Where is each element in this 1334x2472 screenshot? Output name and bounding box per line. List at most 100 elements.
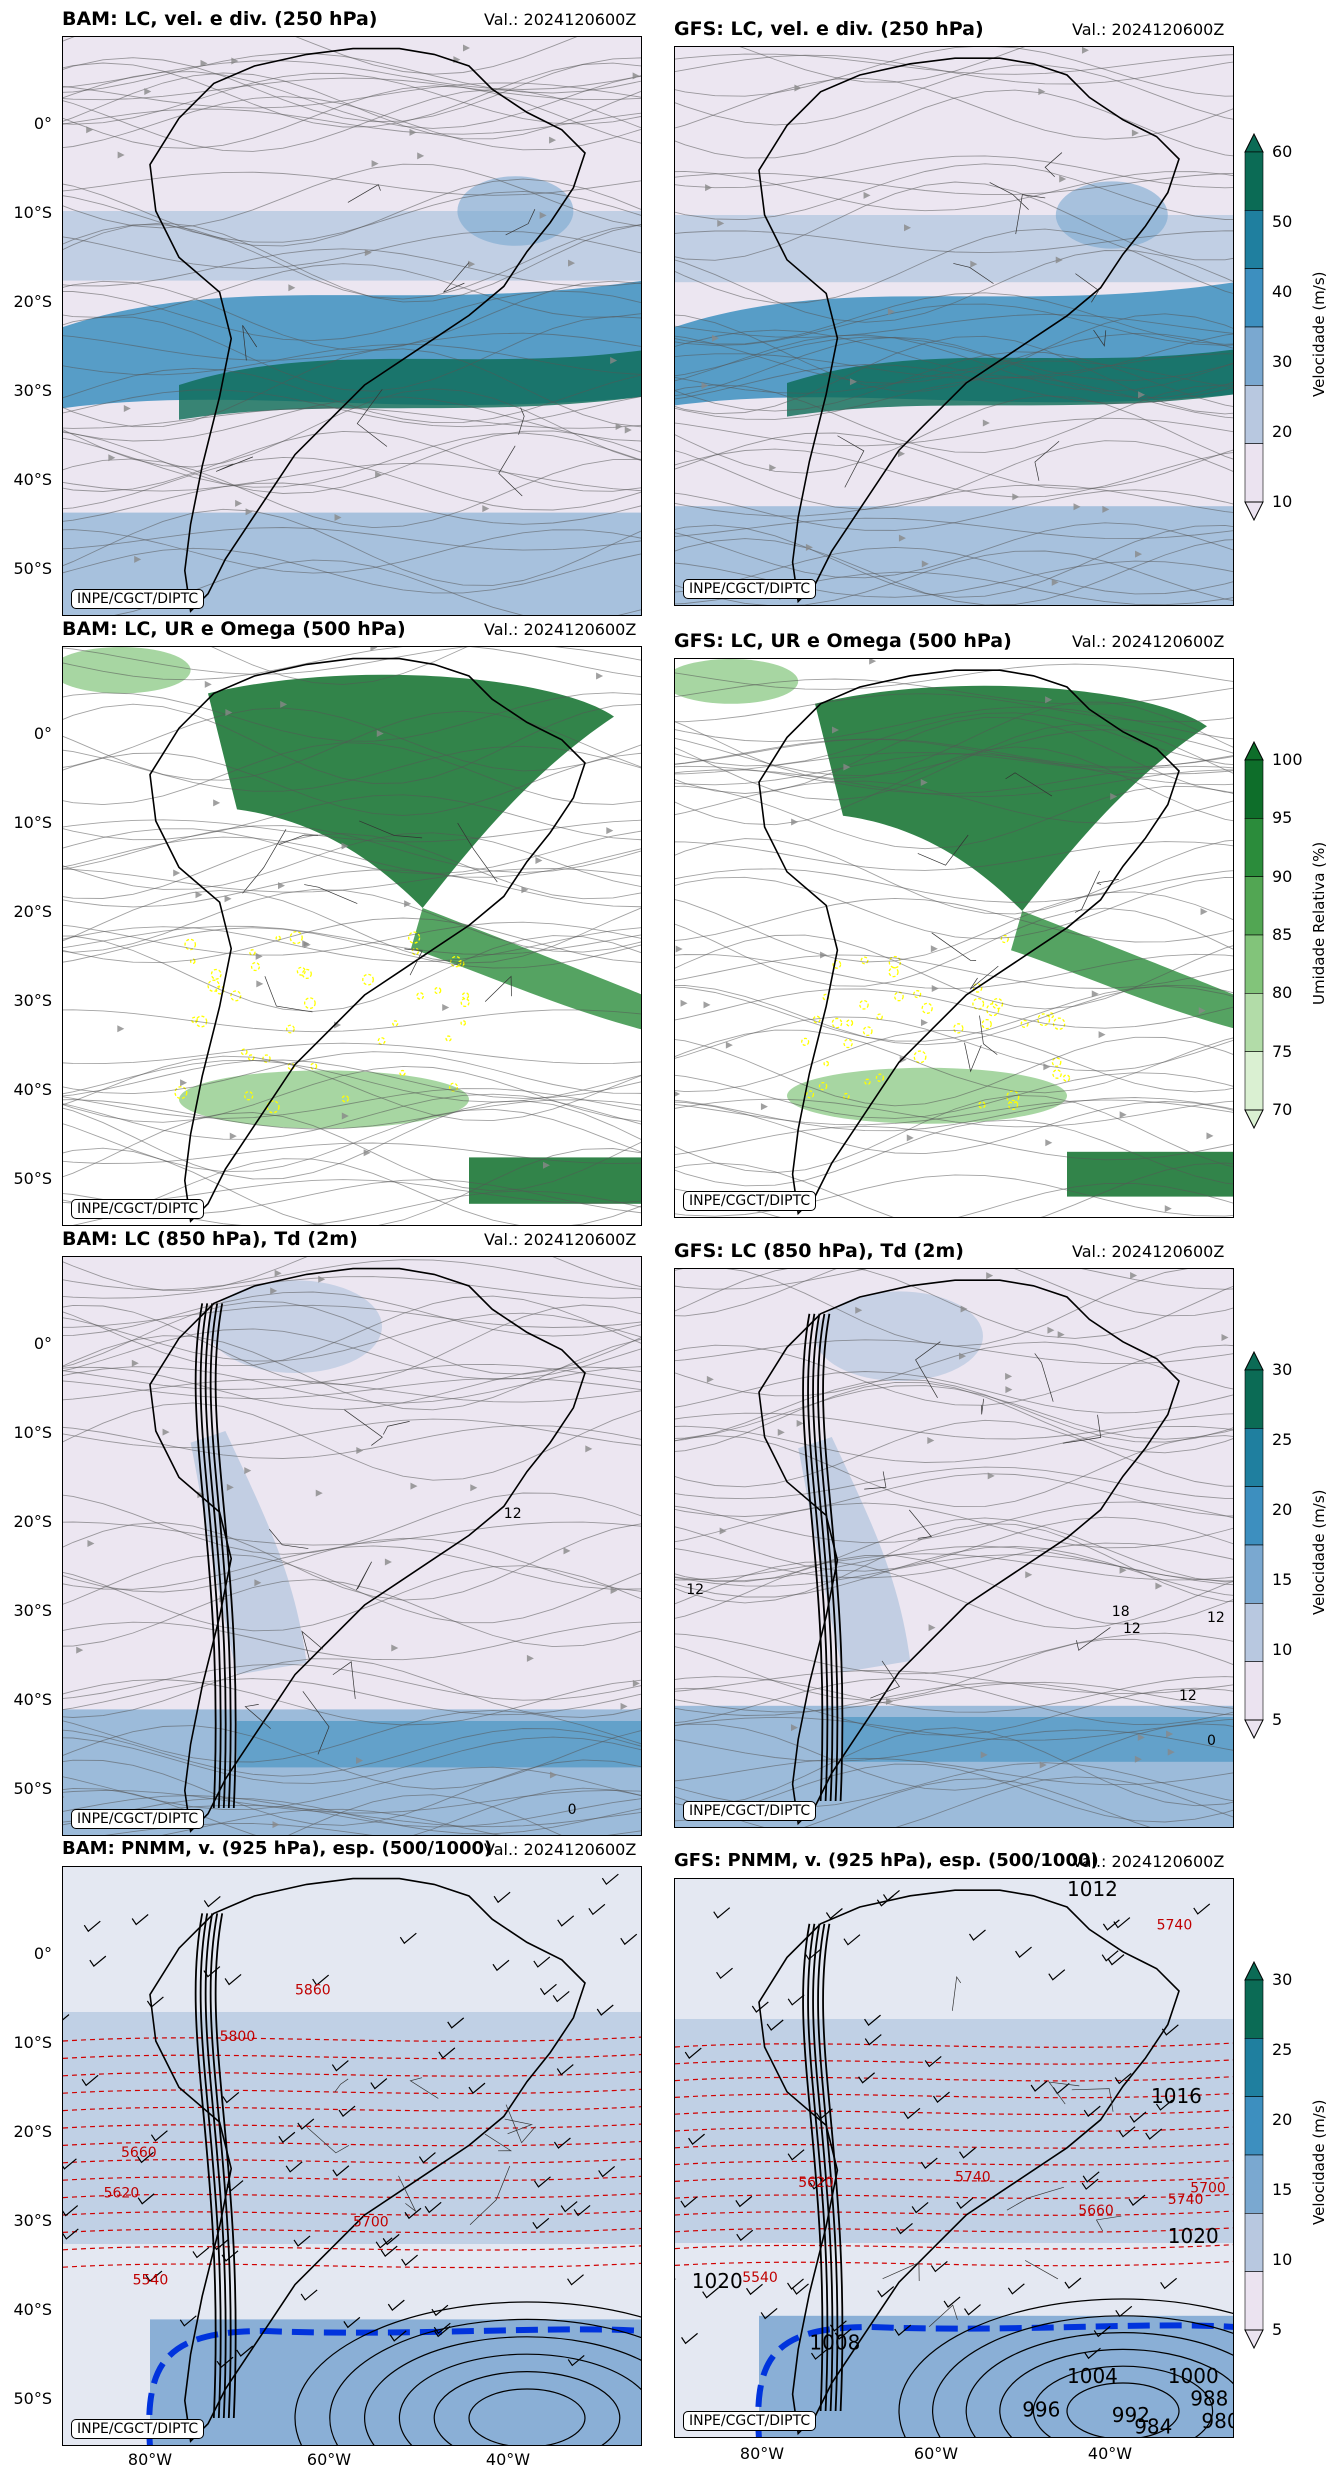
map-gfs-250: INPE/CGCT/DIPTC (674, 46, 1234, 606)
map-bam-pnmm: 5860 5620 5660 5540 5700 5800 INPE/CGCT/DIPTC (62, 1866, 642, 2446)
lat-label: 20°S (13, 292, 52, 311)
map-svg (675, 47, 1233, 605)
map-gfs-850: 18 12 12 12 0 12 INPE/CGCT/DIPTC (674, 1268, 1234, 1828)
lat-label: 50°S (13, 559, 52, 578)
map-bam-250: INPE/CGCT/DIPTC (62, 36, 642, 616)
contour-label: 5700 (353, 2215, 389, 2231)
colorbar-tick: 15 (1272, 1570, 1293, 1589)
colorbar-svg (1244, 740, 1264, 1130)
lat-label: 40°S (13, 470, 52, 489)
colorbar-svg (1244, 1960, 1264, 2350)
colorbar-tick: 10 (1272, 2250, 1293, 2269)
contour-label: 0 (1207, 1733, 1216, 1749)
map-bam-850: 12 0 INPE/CGCT/DIPTC (62, 1256, 642, 1836)
lat-label: 30°S (13, 991, 52, 1010)
credit-label: INPE/CGCT/DIPTC (683, 1191, 817, 1211)
contour-label: 5740 (1157, 1917, 1193, 1933)
colorbar-label: Umidade Relativa (%) (1310, 841, 1328, 1005)
colorbar-tick: 25 (1272, 2040, 1293, 2059)
colorbar-tick: 5 (1272, 1710, 1283, 1729)
valid-time: Val.: 2024120600Z (484, 1840, 637, 1859)
lon-label: 60°W (306, 2450, 352, 2469)
credit-label: INPE/CGCT/DIPTC (71, 589, 205, 609)
panel-title: BAM: LC (850 hPa), Td (2m) (62, 1228, 358, 1250)
lat-label: 40°S (13, 1690, 52, 1709)
colorbar-label: Velocidade (m/s) (1310, 2099, 1328, 2225)
credit-label: INPE/CGCT/DIPTC (71, 2419, 205, 2439)
colorbar-tick: 80 (1272, 983, 1293, 1003)
valid-time: Val.: 2024120600Z (484, 620, 637, 639)
colorbar-tick: 20 (1272, 2110, 1293, 2129)
contour-label: 5540 (742, 2270, 778, 2286)
contour-label: 1016 (1151, 2084, 1202, 2108)
map-svg (63, 37, 641, 615)
colorbar-tick: 75 (1272, 1041, 1293, 1061)
lat-label: 30°S (13, 381, 52, 400)
credit-label: INPE/CGCT/DIPTC (683, 1801, 817, 1821)
colorbar-svg (1244, 1350, 1264, 1740)
colorbar-tick: 100 (1272, 750, 1303, 769)
lat-label: 30°S (13, 2211, 52, 2230)
lat-label: 0° (33, 114, 52, 133)
lat-label: 40°S (13, 2300, 52, 2319)
lat-label: 30°S (13, 1601, 52, 1620)
colorbar-tick: 10 (1272, 492, 1293, 511)
valid-time: Val.: 2024120600Z (1072, 1852, 1225, 1871)
lon-label: 40°W (1087, 2444, 1133, 2463)
colorbar-tick: 85 (1272, 925, 1293, 944)
credit-label: INPE/CGCT/DIPTC (71, 1199, 205, 1219)
colorbar-tick: 20 (1272, 1500, 1293, 1519)
colorbar-tick: 15 (1272, 2180, 1293, 2199)
contour-label: 980 (1201, 2409, 1234, 2433)
contour-label: 5620 (104, 2186, 140, 2202)
panel-title: BAM: LC, UR e Omega (500 hPa) (62, 618, 406, 640)
contour-label: 1004 (1067, 2364, 1118, 2388)
lon-label: 60°W (913, 2444, 959, 2463)
contour-label: 1008 (809, 2330, 860, 2354)
contour-label: 5740 (955, 2169, 991, 2185)
contour-label: 5740 (1168, 2192, 1204, 2208)
contour-label: 5700 (1190, 2181, 1226, 2197)
contour-label: 5660 (121, 2145, 157, 2161)
panel-title: GFS: LC, UR e Omega (500 hPa) (674, 630, 1012, 652)
colorbar-tick: 50 (1272, 212, 1293, 231)
contour-label: 5540 (133, 2273, 169, 2289)
lat-label: 50°S (13, 1169, 52, 1188)
lat-label: 0° (33, 724, 52, 743)
map-svg: 12 0 (63, 1257, 641, 1835)
colorbar-tick: 30 (1272, 1360, 1293, 1379)
valid-time: Val.: 2024120600Z (1072, 20, 1225, 39)
colorbar-tick: 30 (1272, 1970, 1293, 1989)
colorbar-label: Velocidade (m/s) (1310, 271, 1328, 397)
contour-label: 12 (686, 1582, 704, 1598)
credit-label: INPE/CGCT/DIPTC (683, 579, 817, 599)
contour-label: 996 (1022, 2398, 1060, 2422)
contour-label: 12 (504, 1506, 522, 1522)
credit-label: INPE/CGCT/DIPTC (71, 1809, 205, 1829)
map-gfs-500: INPE/CGCT/DIPTC (674, 658, 1234, 1218)
lat-label: 0° (33, 1334, 52, 1353)
contour-label: 984 (1134, 2414, 1172, 2438)
colorbar-svg (1244, 132, 1264, 522)
contour-label: 988 (1190, 2386, 1228, 2410)
colorbar-tick: 5 (1272, 2320, 1283, 2339)
panel-title: BAM: PNMM, v. (925 hPa), esp. (500/1000) (62, 1838, 493, 1859)
colorbar-tick: 90 (1272, 866, 1293, 886)
panel-title: GFS: LC, vel. e div. (250 hPa) (674, 18, 984, 40)
lat-label: 40°S (13, 1080, 52, 1099)
contour-label: 12 (1123, 1621, 1141, 1637)
contour-label: 5660 (1078, 2203, 1114, 2219)
colorbar-tick: 25 (1272, 1430, 1293, 1449)
colorbar-tick: 40 (1272, 282, 1293, 301)
panel-title: GFS: PNMM, v. (925 hPa), esp. (500/1000) (674, 1850, 1099, 1871)
colorbar-tick: 10 (1272, 1640, 1293, 1659)
valid-time: Val.: 2024120600Z (1072, 1242, 1225, 1261)
contour-label: 5800 (220, 2029, 256, 2045)
lat-label: 0° (33, 1944, 52, 1963)
map-bam-500: INPE/CGCT/DIPTC (62, 646, 642, 1226)
colorbar-tick: 20 (1272, 422, 1293, 441)
contour-label: 1020 (1168, 2224, 1219, 2248)
contour-label: 1012 (1067, 1879, 1118, 1901)
map-svg: 5740574056605700574056205540101210161020… (675, 1879, 1234, 2438)
